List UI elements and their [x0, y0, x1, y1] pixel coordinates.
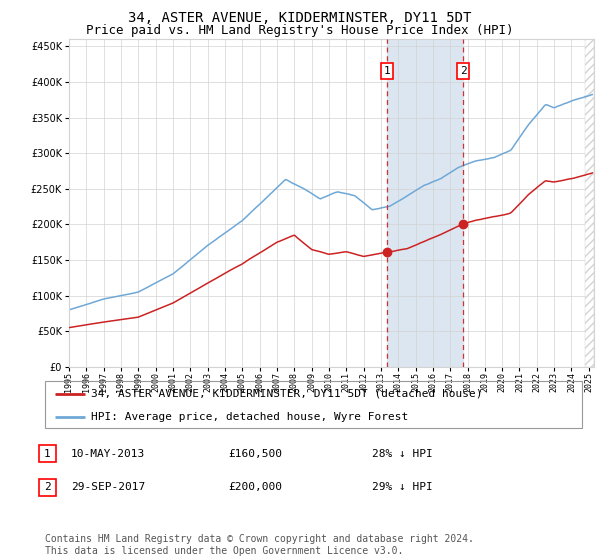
Text: 28% ↓ HPI: 28% ↓ HPI	[372, 449, 433, 459]
Bar	[387, 39, 463, 367]
Text: Price paid vs. HM Land Registry's House Price Index (HPI): Price paid vs. HM Land Registry's House …	[86, 24, 514, 36]
Text: £200,000: £200,000	[228, 482, 282, 492]
Text: HPI: Average price, detached house, Wyre Forest: HPI: Average price, detached house, Wyre…	[91, 412, 408, 422]
Text: 10-MAY-2013: 10-MAY-2013	[71, 449, 145, 459]
Text: 1: 1	[44, 449, 51, 459]
Text: £160,500: £160,500	[228, 449, 282, 459]
Text: 2: 2	[44, 482, 51, 492]
Text: 34, ASTER AVENUE, KIDDERMINSTER, DY11 5DT: 34, ASTER AVENUE, KIDDERMINSTER, DY11 5D…	[128, 11, 472, 25]
Text: 2: 2	[460, 66, 467, 76]
Text: 34, ASTER AVENUE, KIDDERMINSTER, DY11 5DT (detached house): 34, ASTER AVENUE, KIDDERMINSTER, DY11 5D…	[91, 389, 482, 399]
Text: 29% ↓ HPI: 29% ↓ HPI	[372, 482, 433, 492]
Text: 29-SEP-2017: 29-SEP-2017	[71, 482, 145, 492]
Text: Contains HM Land Registry data © Crown copyright and database right 2024.
This d: Contains HM Land Registry data © Crown c…	[45, 534, 474, 556]
Text: 1: 1	[384, 66, 391, 76]
